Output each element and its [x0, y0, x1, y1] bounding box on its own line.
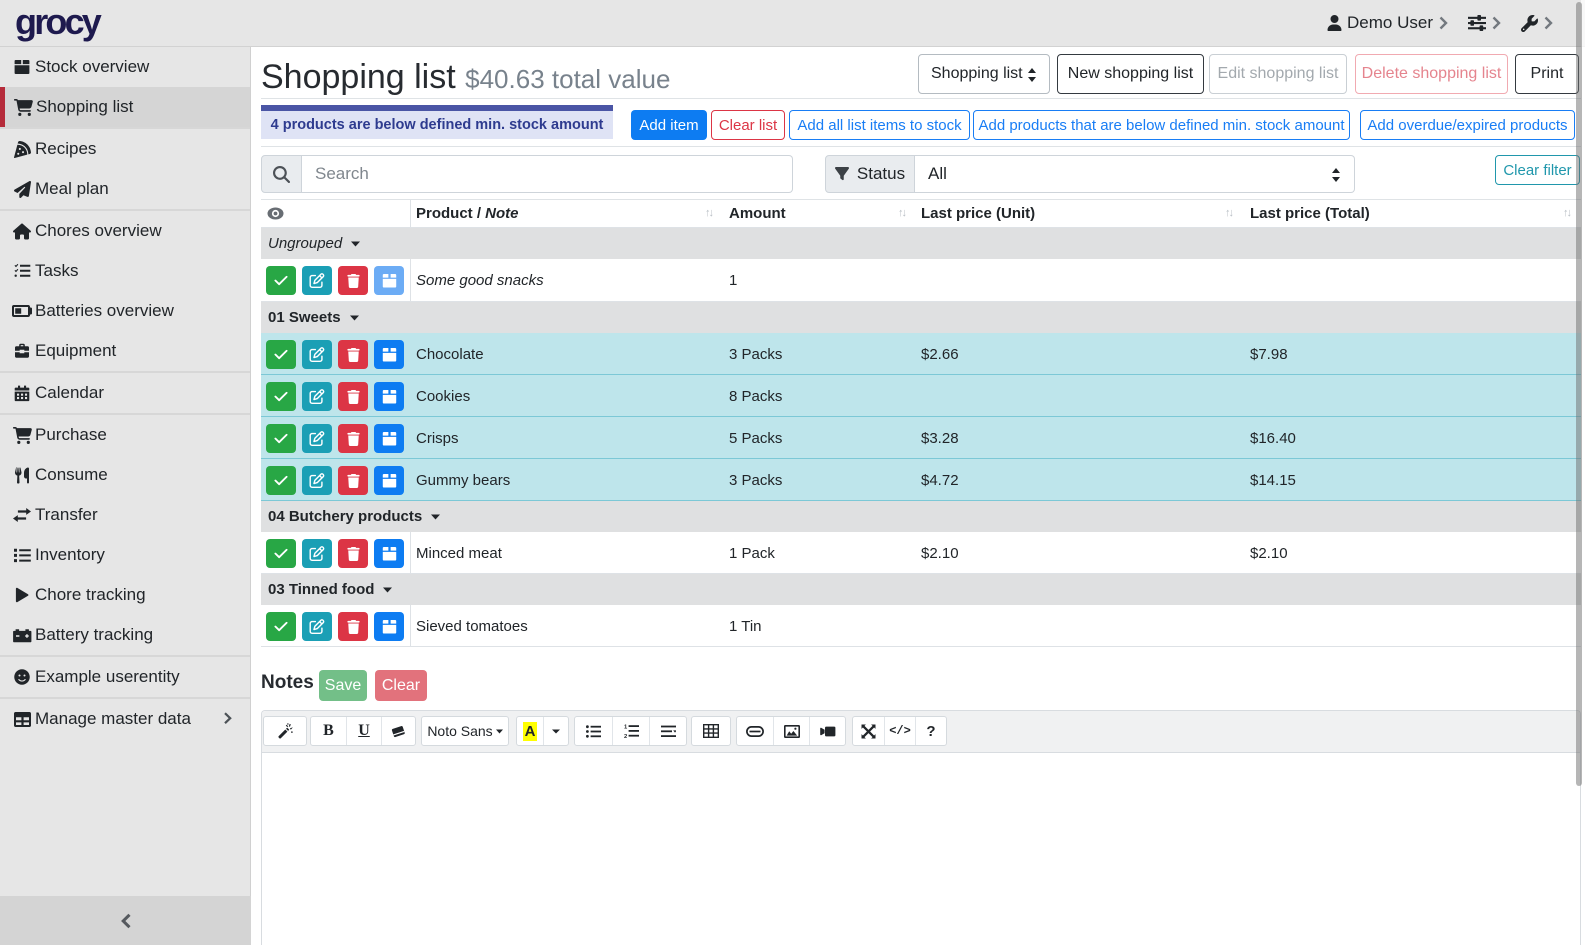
- svg-text:2: 2: [624, 734, 627, 738]
- svg-text:1: 1: [624, 725, 628, 731]
